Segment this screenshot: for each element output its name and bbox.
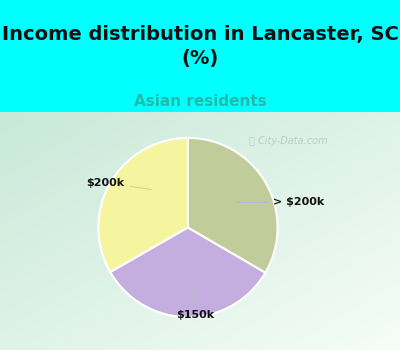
Text: $200k: $200k: [86, 178, 151, 189]
Text: Asian residents: Asian residents: [134, 94, 266, 109]
Text: Income distribution in Lancaster, SC
(%): Income distribution in Lancaster, SC (%): [2, 26, 398, 68]
Text: ⓘ City-Data.com: ⓘ City-Data.com: [249, 135, 327, 146]
Wedge shape: [98, 138, 188, 272]
Wedge shape: [110, 228, 266, 317]
Text: > $200k: > $200k: [237, 197, 324, 208]
Text: $150k: $150k: [176, 286, 214, 320]
Wedge shape: [188, 138, 278, 273]
